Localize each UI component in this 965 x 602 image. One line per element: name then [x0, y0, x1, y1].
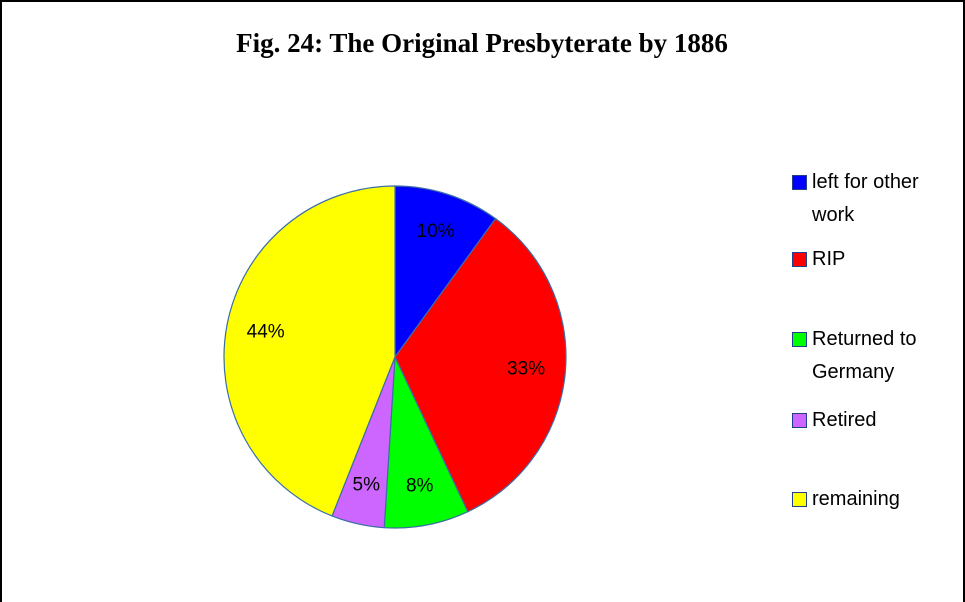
legend-item: Returned to Germany [792, 323, 942, 389]
legend-item: remaining [792, 483, 942, 516]
chart: Fig. 24: The Original Presbyterate by 18… [223, 28, 728, 529]
data-label: 5% [353, 475, 381, 496]
legend-item: RIP [792, 243, 942, 276]
legend-label: remaining [812, 488, 900, 510]
legend-swatch [792, 252, 807, 267]
legend-swatch [792, 413, 807, 428]
legend-label: Retired [812, 409, 877, 431]
data-label: 8% [406, 475, 434, 496]
legend-item: left for other work [792, 166, 942, 232]
chart-title: Fig. 24: The Original Presbyterate by 18… [236, 28, 728, 58]
data-label: 10% [417, 221, 455, 242]
legend-swatch [792, 332, 807, 347]
legend-label: left for other work [812, 171, 919, 226]
data-label: 33% [507, 358, 545, 379]
pie-slice [394, 185, 497, 359]
data-label: 44% [247, 321, 285, 342]
legend-item: Retired [792, 404, 942, 437]
legend-label: Returned to Germany [812, 328, 917, 383]
pie-slice [223, 185, 396, 517]
legend-swatch [792, 492, 807, 507]
pie-slice [394, 217, 567, 513]
legend-swatch [792, 175, 807, 190]
legend-label: RIP [812, 248, 846, 270]
